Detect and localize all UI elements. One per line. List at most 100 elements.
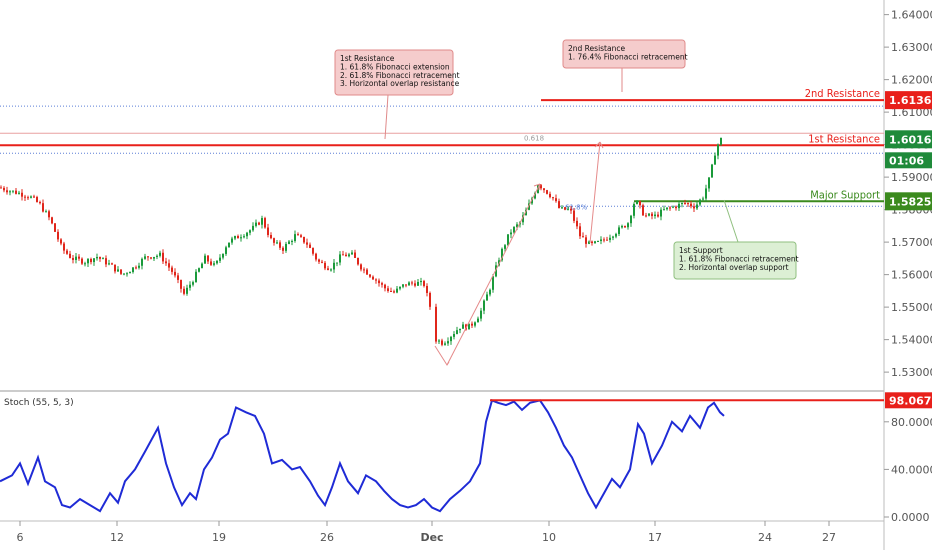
candle-body: [639, 200, 641, 206]
low-marker: [434, 345, 450, 366]
candle-body: [516, 224, 518, 227]
axis-price-tags: 1.61369 1.60164 01:06 1.58256 98.0677: [885, 91, 932, 409]
time-tick-label: 12: [110, 531, 124, 544]
note-1st-support-line: 1st Support: [679, 246, 723, 255]
candle-body: [501, 248, 503, 261]
time-axis: 6 12 19 26 Dec 10 17 24 27: [17, 521, 836, 544]
candle-body: [423, 281, 425, 286]
candle-body: [126, 273, 128, 275]
candle-body: [603, 239, 605, 241]
candle-body: [648, 213, 650, 216]
candle-body: [267, 227, 269, 236]
candle-body: [483, 300, 485, 311]
candle-body: [234, 235, 236, 239]
candle-body: [45, 211, 47, 213]
candle-body: [183, 288, 185, 294]
price-tick-label: 1.61000: [891, 106, 932, 119]
candle-body: [561, 207, 563, 209]
candle-body: [75, 256, 77, 260]
candle-body: [246, 232, 248, 237]
candle-body: [312, 247, 314, 254]
candle-body: [705, 188, 707, 199]
stoch-title: Stoch (55, 5, 3): [4, 398, 74, 408]
major-support-tag: 1.58256: [889, 195, 932, 208]
candle-body: [618, 227, 620, 234]
candle-body: [114, 264, 116, 272]
candle-body: [102, 258, 104, 260]
time-tick-label: 6: [17, 531, 24, 544]
impulse-arrowhead: [533, 183, 541, 191]
note-1st-support-pointer: [723, 199, 739, 243]
candle-body: [411, 282, 413, 284]
candle-body: [633, 203, 635, 216]
note-2nd-resistance-line: 2nd Resistance: [568, 44, 625, 53]
time-tick-label: Dec: [420, 531, 443, 544]
candle-body: [108, 263, 110, 265]
candle-body: [630, 215, 632, 224]
candle-body: [288, 241, 290, 244]
candle-body: [546, 190, 548, 194]
candle-body: [477, 318, 479, 323]
candle-body: [576, 220, 578, 227]
candle-body: [84, 263, 86, 265]
candle-body: [282, 247, 284, 251]
candle-body: [690, 203, 692, 207]
price-tick-label: 1.64000: [891, 9, 932, 22]
candle-body: [375, 279, 377, 281]
candle-body: [708, 177, 710, 189]
candle-body: [186, 287, 188, 294]
candle-body: [693, 206, 695, 209]
candle-body: [294, 234, 296, 241]
candle-body: [591, 241, 593, 244]
candle-body: [135, 267, 137, 269]
candle-body: [399, 286, 401, 289]
candle-body: [336, 262, 338, 264]
candle-body: [456, 330, 458, 334]
candle-body: [363, 269, 365, 271]
candle-body: [624, 225, 626, 228]
candle-body: [60, 239, 62, 244]
candle-body: [474, 322, 476, 326]
candle-body: [402, 284, 404, 287]
candle-body: [468, 323, 470, 330]
note-1st-resistance-line: 2. 61.8% Fibonacci retracement: [340, 71, 460, 80]
candle-body: [258, 222, 260, 225]
note-1st-resistance-line: 1st Resistance: [340, 54, 395, 63]
candle-body: [717, 144, 719, 156]
candle-body: [48, 211, 50, 218]
price-tick-label: 1.59000: [891, 171, 932, 184]
candle-body: [609, 237, 611, 240]
candle-body: [219, 257, 221, 261]
candle-body: [189, 284, 191, 288]
candle-body: [342, 254, 344, 256]
candle-body: [51, 217, 53, 224]
candle-body: [330, 269, 332, 271]
candle-body: [276, 242, 278, 244]
candle-body: [213, 263, 215, 265]
note-1st-resistance-line: 1. 61.8% Fibonacci extension: [340, 62, 450, 71]
candle-body: [261, 218, 263, 225]
candle-body: [435, 306, 437, 342]
candle-body: [486, 294, 488, 301]
candle-body: [6, 190, 8, 193]
candle-body: [513, 226, 515, 233]
candle-body: [321, 261, 323, 263]
candle-body: [0, 187, 2, 189]
time-tick-label: 10: [542, 531, 556, 544]
note-1st-resistance-pointer: [384, 94, 389, 140]
candle-body: [381, 283, 383, 285]
candle-body: [36, 197, 38, 203]
fib-label: 61.8%: [565, 203, 588, 211]
candle-body: [303, 236, 305, 243]
note-1st-resistance-line: 3. Horizontal overlap resistance: [340, 79, 460, 88]
candle-body: [87, 259, 89, 264]
candle-body: [18, 192, 20, 194]
candle-body: [687, 203, 689, 205]
candle-body: [30, 196, 32, 198]
candle-body: [372, 276, 374, 280]
candle-body: [495, 265, 497, 277]
candle-body: [90, 259, 92, 263]
candle-body: [378, 280, 380, 284]
candle-body: [627, 223, 629, 228]
